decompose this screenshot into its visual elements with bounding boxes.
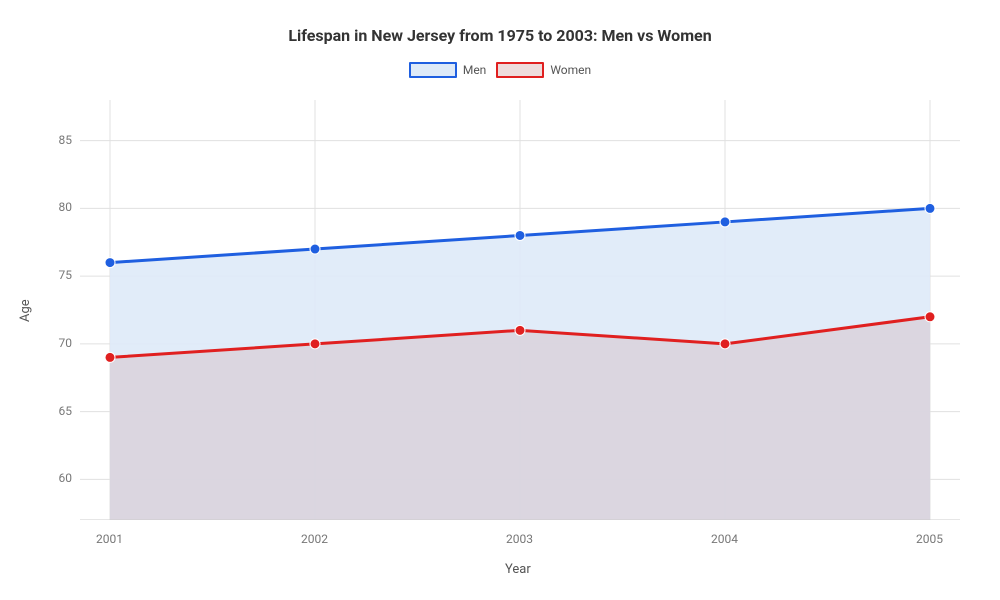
plot-svg	[80, 100, 960, 520]
x-tick-label: 2003	[506, 532, 533, 546]
y-tick-label: 75	[59, 268, 73, 282]
x-axis-label: Year	[505, 562, 531, 577]
y-tick-label: 60	[59, 471, 73, 485]
x-tick-label: 2002	[301, 532, 328, 546]
y-tick-label: 80	[59, 200, 73, 214]
chart-title: Lifespan in New Jersey from 1975 to 2003…	[0, 26, 1000, 45]
legend-swatch-women	[496, 62, 544, 78]
legend-label-men: Men	[463, 63, 486, 77]
chart-container: Lifespan in New Jersey from 1975 to 2003…	[0, 0, 1000, 600]
y-axis-label: Age	[18, 299, 33, 322]
y-tick-label: 65	[59, 404, 73, 418]
plot-area	[80, 100, 960, 520]
legend: Men Women	[0, 62, 1000, 78]
x-tick-label: 2001	[96, 532, 123, 546]
y-tick-label: 70	[59, 336, 73, 350]
y-tick-label: 85	[59, 133, 73, 147]
legend-swatch-men	[409, 62, 457, 78]
x-tick-label: 2005	[916, 532, 943, 546]
x-tick-label: 2004	[711, 532, 738, 546]
legend-label-women: Women	[550, 63, 591, 77]
legend-item-men: Men	[409, 62, 486, 78]
legend-item-women: Women	[496, 62, 591, 78]
